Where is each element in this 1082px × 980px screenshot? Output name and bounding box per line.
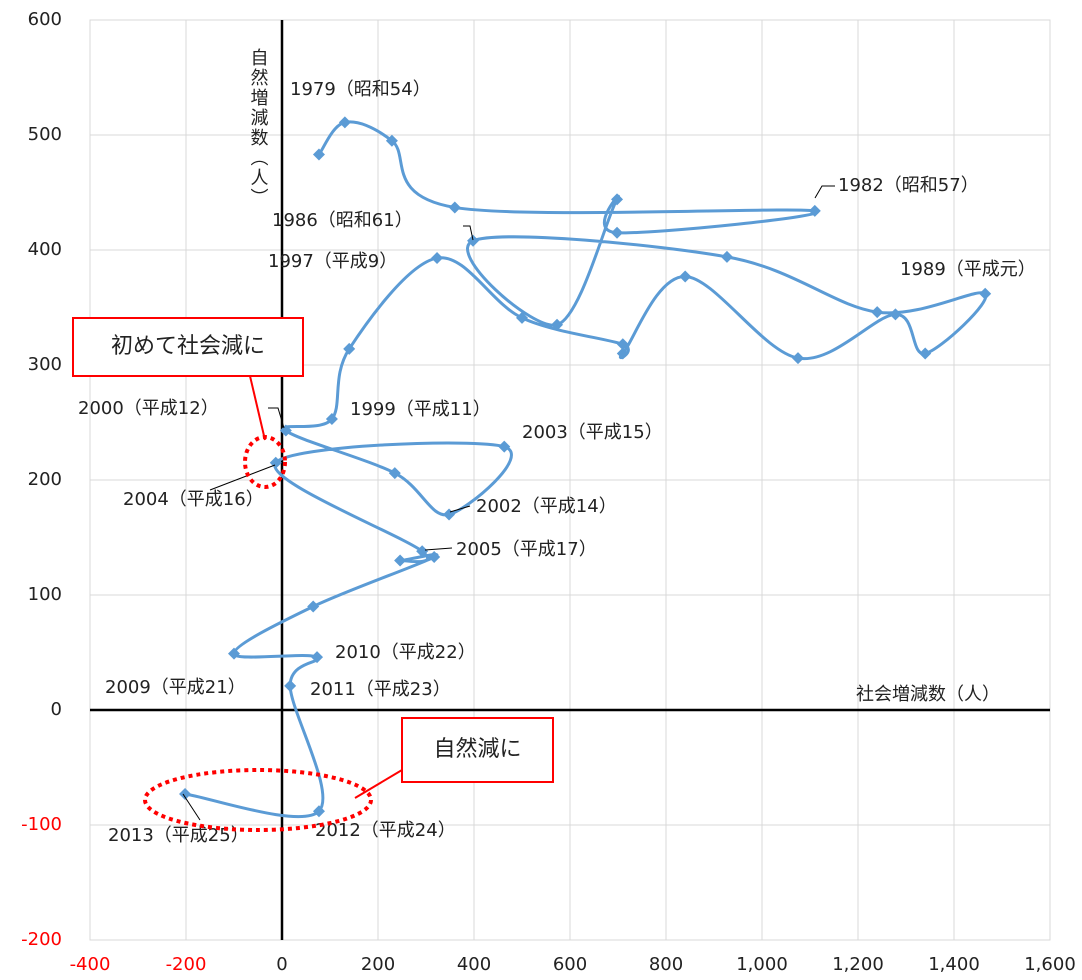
point-annotation: 1999（平成11）	[350, 399, 491, 420]
y-tick-label: 100	[28, 584, 62, 605]
data-point	[307, 600, 320, 613]
point-annotation: 2013（平成25）	[108, 825, 249, 846]
x-tick-label: -400	[70, 954, 111, 975]
point-annotation: 2009（平成21）	[105, 677, 246, 698]
point-annotation: 2000（平成12）	[78, 398, 219, 419]
x-tick-label: 200	[361, 954, 395, 975]
y-tick-label: 200	[28, 469, 62, 490]
data-point	[228, 647, 240, 660]
data-point	[679, 270, 692, 283]
point-annotation: 2011（平成23）	[310, 679, 451, 700]
x-tick-label: 1,600	[1024, 954, 1076, 975]
data-point	[516, 311, 528, 324]
point-annotation: 2012（平成24）	[315, 820, 456, 841]
x-tick-label: 0	[276, 954, 287, 975]
data-point	[979, 287, 992, 300]
data-point	[792, 352, 804, 365]
highlight-ellipse	[143, 768, 373, 832]
data-point	[312, 805, 325, 818]
x-tick-label: 1,000	[736, 954, 788, 975]
data-point	[385, 134, 398, 147]
data-point	[611, 193, 624, 206]
point-annotation: 1979（昭和54）	[290, 79, 431, 100]
x-tick-label: 800	[649, 954, 683, 975]
y-tick-label: 0	[51, 699, 62, 720]
data-point	[871, 306, 884, 319]
callout-text: 自然減に	[433, 737, 521, 762]
data-point	[338, 116, 351, 129]
data-point	[179, 787, 192, 800]
point-annotation: 1986（昭和61）	[272, 210, 413, 231]
data-point	[616, 338, 629, 351]
point-annotation: 1997（平成9）	[268, 251, 397, 272]
callout-box	[401, 717, 554, 783]
y-tick-label: 400	[28, 239, 62, 260]
data-point	[428, 551, 441, 564]
data-point	[616, 347, 629, 360]
y-tick-label: 600	[28, 9, 62, 30]
point-annotation: 2003（平成15）	[522, 422, 663, 443]
leader-line	[424, 547, 453, 551]
data-point	[467, 234, 480, 247]
data-point	[394, 554, 407, 567]
point-annotation: 2010（平成22）	[335, 642, 476, 663]
leader-line	[268, 407, 285, 429]
y-tick-label: 500	[28, 124, 62, 145]
data-point	[388, 467, 401, 480]
data-point	[448, 201, 461, 214]
data-point	[551, 318, 564, 331]
data-point	[312, 148, 325, 161]
callout-box	[72, 317, 304, 377]
data-point	[416, 545, 429, 558]
callout-line	[354, 769, 403, 799]
y-axis-label: 自然増減数（人）	[248, 48, 269, 208]
data-point	[279, 424, 292, 437]
leader-line	[814, 185, 835, 199]
point-annotation: 2005（平成17）	[456, 539, 597, 560]
data-point	[431, 252, 444, 265]
y-tick-label: -100	[21, 814, 62, 835]
point-annotation: 2002（平成14）	[476, 496, 617, 517]
data-point	[889, 308, 902, 321]
x-tick-label: 600	[553, 954, 587, 975]
leader-line	[463, 225, 474, 241]
x-tick-label: 1,200	[832, 954, 884, 975]
y-tick-label: 300	[28, 354, 62, 375]
y-tick-label: -200	[21, 929, 62, 950]
leader-line	[209, 464, 276, 491]
data-point	[325, 413, 338, 426]
leader-line	[449, 505, 471, 513]
x-tick-label: -200	[166, 954, 207, 975]
data-point	[498, 440, 511, 453]
data-point	[611, 226, 624, 239]
x-axis-label: 社会増減数（人）	[856, 684, 1000, 705]
data-point	[311, 651, 324, 664]
point-annotation: 1989（平成元）	[900, 259, 1036, 280]
leader-line	[182, 793, 201, 821]
data-point	[919, 347, 932, 360]
data-point	[808, 204, 821, 217]
data-point	[720, 250, 733, 263]
data-point	[343, 342, 356, 355]
callout-text: 初めて社会減に	[111, 334, 265, 359]
x-tick-label: 400	[457, 954, 491, 975]
point-annotation: 2004（平成16）	[123, 489, 264, 510]
x-tick-label: 1,400	[928, 954, 980, 975]
callout-line	[249, 375, 266, 441]
point-annotation: 1982（昭和57）	[838, 175, 979, 196]
data-point	[284, 679, 297, 692]
